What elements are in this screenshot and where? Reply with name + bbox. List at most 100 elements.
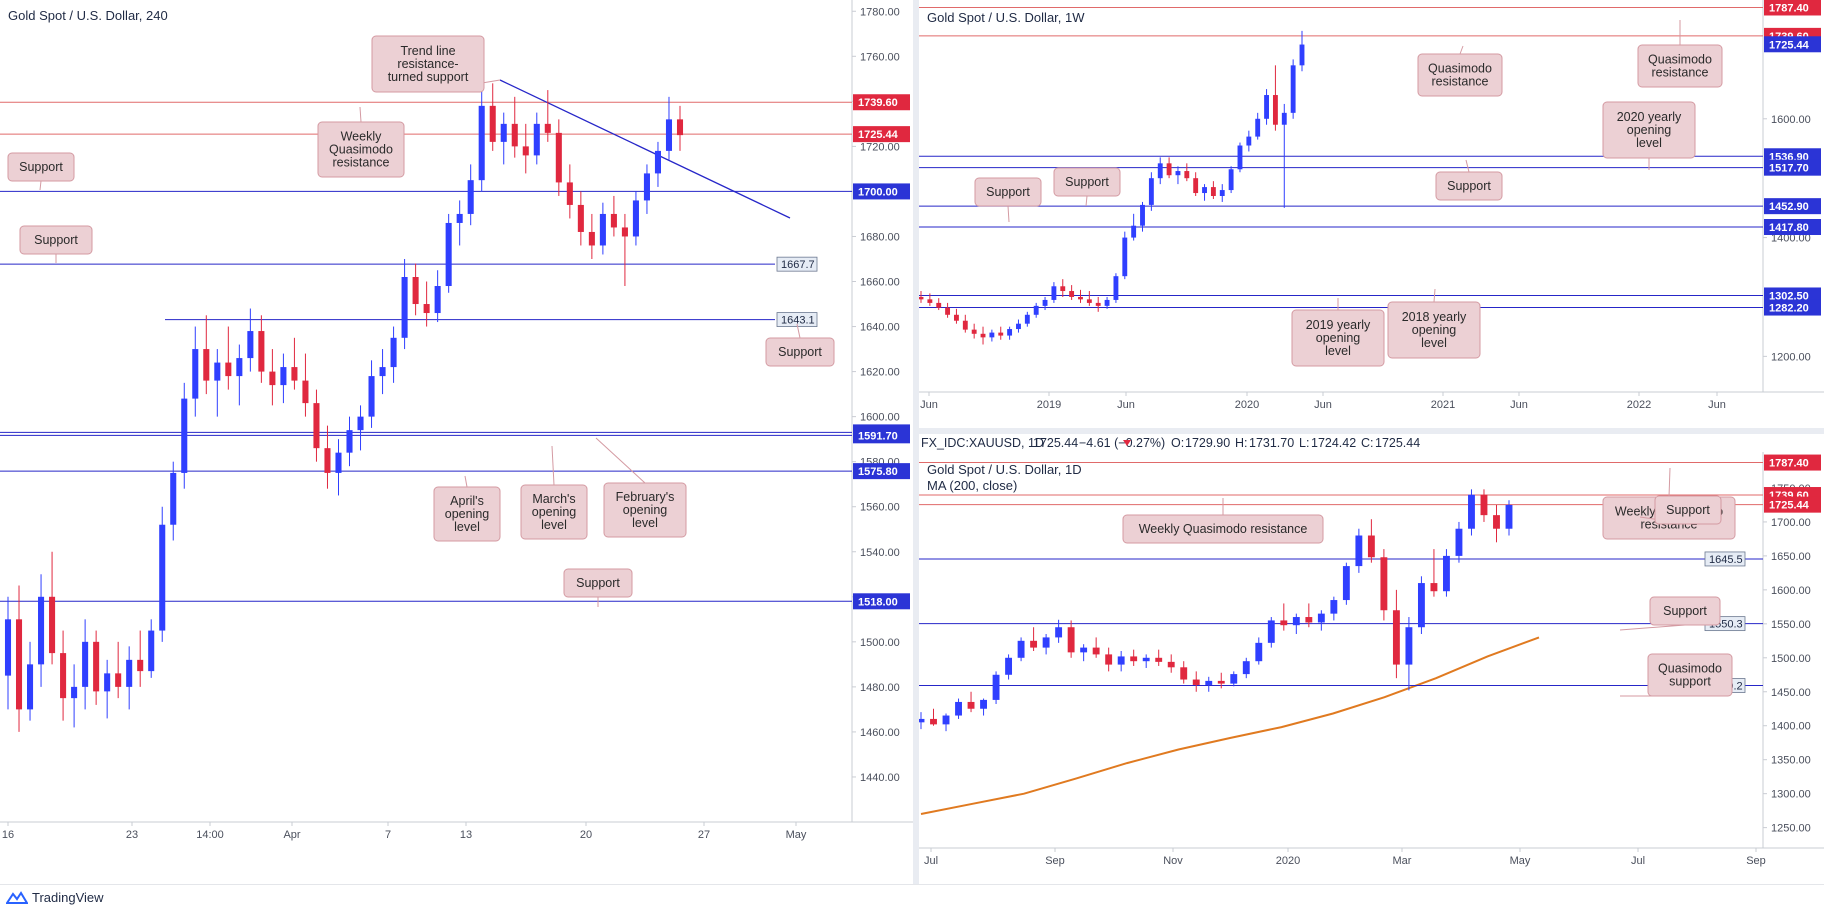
candle-body (225, 362, 232, 377)
candle-body (1272, 95, 1278, 125)
callout-text: opening (1627, 123, 1672, 137)
price-value-1575.80: 1575.80 (858, 466, 898, 478)
level-tag-1643.1 (776, 312, 818, 327)
x-tick-label: 13 (460, 829, 472, 841)
callout-text: 2019 yearly (1306, 318, 1371, 332)
candle-body (401, 277, 408, 338)
callout-text: Support (1065, 175, 1109, 189)
callout-text: level (1636, 136, 1662, 150)
callout-box (7, 152, 75, 182)
candle-body (927, 299, 933, 303)
callout-text: resistance (333, 156, 390, 170)
callout-text: resistance- (397, 57, 458, 71)
callout-text: level (1421, 336, 1447, 350)
tradingview-logo-icon[interactable] (6, 890, 28, 906)
candle-body (1205, 680, 1213, 685)
y-tick-label: 1400.00 (1771, 233, 1811, 245)
candle-body (998, 332, 1004, 336)
price-value-1725.44: 1725.44 (1769, 39, 1810, 51)
weekly-chart[interactable]: 1600.00 1400.00 1200.00 Jun 2019 Jun 2020 Jun 20… (919, 0, 1824, 428)
callout-text: Weekly (341, 130, 383, 144)
candle-body (1024, 314, 1030, 324)
candle-body (1016, 323, 1021, 330)
y-tick-label: 1560.00 (860, 502, 900, 514)
candle-body (1292, 617, 1300, 626)
x-tick-label: Jun (1510, 399, 1528, 411)
candle-body (1069, 291, 1075, 297)
candle-body (1264, 95, 1269, 119)
callout-text: opening (623, 503, 668, 517)
callout-text: March's (532, 492, 575, 506)
candle-body (1042, 637, 1050, 648)
y-tick-label: 1400.00 (1771, 721, 1811, 733)
open-value: 1729.90 (1185, 436, 1230, 450)
candle-body (992, 674, 1000, 700)
callout-box (1053, 167, 1121, 197)
candle-body (15, 619, 23, 710)
high-label: H: (1235, 436, 1248, 450)
price-label-1575.80 (853, 463, 910, 480)
annotation-callout: Support (1619, 596, 1721, 631)
h4-chart[interactable]: 1780.001760.001740.001720.001700.001680.… (0, 0, 913, 884)
candle-body (599, 213, 606, 246)
callout-box (317, 121, 405, 178)
ma-200-line (920, 636, 1540, 815)
price-label-1518.00 (853, 593, 910, 610)
callout-box (1647, 653, 1733, 697)
candle-body (1130, 656, 1138, 662)
candle-body (1086, 299, 1092, 303)
callout-text: opening (1316, 331, 1361, 345)
candle-body (1180, 667, 1188, 680)
callout-text: resistance (1652, 66, 1709, 80)
candle-body (1105, 654, 1113, 665)
x-tick-label: Jun (1708, 399, 1726, 411)
price-label-1517.70 (1764, 159, 1821, 176)
price-label-1282.20 (1764, 299, 1821, 316)
daily-chart-panel[interactable]: 1750.001700.001650.001600.001550.001500.… (919, 434, 1824, 884)
candle-body (980, 699, 987, 709)
candle-body (1305, 617, 1313, 623)
chart-title: Gold Spot / U.S. Dollar, 240 (8, 8, 168, 23)
callout-text: opening (532, 505, 577, 519)
candle-body (1219, 190, 1225, 196)
price-label-1700.00 (853, 183, 910, 200)
callout-pointer (464, 475, 468, 488)
y-tick-label: 1450.00 (1771, 687, 1811, 699)
candle-body (1290, 65, 1296, 113)
callout-text: Quasimodo (1428, 62, 1492, 76)
pane-separator-vertical[interactable] (913, 0, 919, 884)
callout-pointer (1433, 288, 1436, 303)
price-value-1787.40: 1787.40 (1769, 458, 1809, 470)
x-tick-label: Apr (283, 829, 300, 841)
price-value-1725.44: 1725.44 (1769, 500, 1810, 512)
candle-body (456, 213, 463, 223)
chart-title: Gold Spot / U.S. Dollar, 1W (927, 10, 1085, 25)
y-tick-label: 1600.00 (860, 412, 900, 424)
candle-body (445, 222, 452, 287)
x-tick-label: Jul (1631, 855, 1645, 867)
candle-body (1202, 187, 1207, 194)
h4-chart-panel[interactable]: 1780.001760.001740.001720.001700.001680.… (0, 0, 913, 884)
candle-body (324, 448, 331, 473)
callout-box (1122, 514, 1324, 544)
callout-text: February's (616, 490, 675, 504)
candle-body (1505, 504, 1513, 529)
callout-text: Support (19, 160, 63, 174)
candle-body (1142, 657, 1150, 662)
callout-box (520, 484, 588, 540)
price-change: −4.61 (−0.27%) (1079, 436, 1165, 450)
pane-separator-horizontal[interactable] (919, 428, 1824, 434)
candle-body (1280, 620, 1288, 626)
candle-body (1246, 136, 1252, 146)
candle-body (1166, 163, 1172, 176)
chart-title: Gold Spot / U.S. Dollar, 1D (927, 462, 1082, 477)
daily-chart[interactable]: 1750.001700.001650.001600.001550.001500.… (919, 434, 1824, 884)
candle-body (1113, 276, 1119, 300)
brand-label[interactable]: TradingView (32, 890, 104, 905)
weekly-chart-panel[interactable]: 1600.00 1400.00 1200.00 Jun 2019 Jun 2020 Jun 20… (919, 0, 1824, 428)
candle-body (643, 173, 650, 201)
candle-body (1167, 661, 1175, 668)
